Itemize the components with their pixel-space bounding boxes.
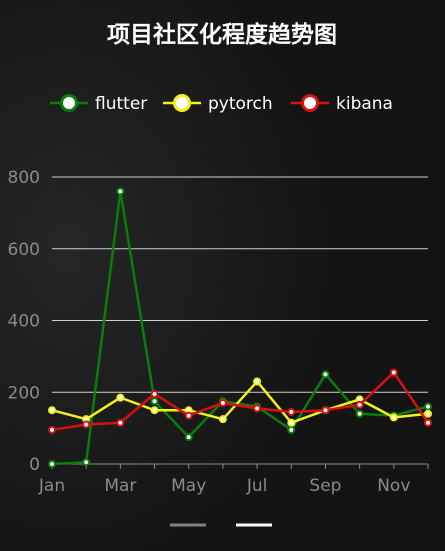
legend-marker — [173, 94, 191, 112]
x-tick-label: Sep — [309, 476, 341, 496]
data-point[interactable] — [48, 406, 56, 415]
data-point[interactable] — [424, 402, 432, 411]
y-tick-label: 400 — [8, 312, 40, 332]
legend-item-flutter[interactable]: flutter — [50, 94, 147, 114]
data-point[interactable] — [424, 409, 432, 418]
data-point[interactable] — [150, 397, 159, 406]
data-point[interactable] — [355, 400, 364, 409]
data-point[interactable] — [253, 377, 262, 386]
data-point[interactable] — [48, 425, 56, 434]
data-point[interactable] — [184, 411, 193, 420]
data-point[interactable] — [218, 415, 227, 424]
x-tick-label: May — [171, 476, 206, 496]
legend-item-kibana[interactable]: kibana — [291, 94, 393, 114]
legend-item-pytorch[interactable]: pytorch — [163, 94, 273, 114]
x-tick-label: Nov — [377, 476, 410, 496]
y-tick-label: 600 — [8, 240, 40, 260]
data-point[interactable] — [321, 406, 330, 415]
data-point[interactable] — [287, 407, 296, 416]
y-tick-label: 800 — [8, 168, 40, 188]
data-point[interactable] — [116, 393, 125, 402]
data-point[interactable] — [150, 390, 159, 399]
y-tick-label: 200 — [8, 383, 40, 403]
legend: flutter pytorch kibana — [50, 94, 393, 114]
data-point[interactable] — [82, 458, 91, 467]
grid-lines — [52, 176, 428, 393]
legend-label: pytorch — [208, 94, 273, 114]
data-point[interactable] — [355, 409, 364, 418]
legend-label: flutter — [95, 94, 147, 114]
data-point[interactable] — [218, 399, 227, 408]
series-line-pytorch — [51, 380, 429, 424]
series-layer — [48, 187, 432, 468]
y-tick-label: 0 — [29, 455, 40, 475]
data-point[interactable] — [389, 413, 398, 422]
data-point[interactable] — [116, 418, 125, 427]
series-line-flutter — [51, 190, 429, 466]
data-point[interactable] — [287, 425, 296, 434]
data-point[interactable] — [287, 418, 296, 427]
legend-label: kibana — [336, 94, 393, 114]
data-point[interactable] — [184, 433, 193, 442]
x-tick-label: Jul — [246, 476, 268, 496]
data-point[interactable] — [82, 420, 91, 429]
legend-marker — [60, 94, 78, 112]
x-tick-label: Jan — [38, 476, 65, 496]
data-point[interactable] — [48, 460, 56, 468]
data-point[interactable] — [424, 418, 432, 427]
x-tick-label: Mar — [104, 476, 136, 496]
data-point[interactable] — [321, 370, 330, 379]
data-point[interactable] — [389, 368, 398, 377]
data-point[interactable] — [150, 406, 159, 415]
series-line-kibana — [51, 371, 430, 432]
data-point[interactable] — [253, 404, 262, 413]
y-axis-tick-labels: 0 200 400 600 800 — [8, 168, 40, 475]
chart-title: 项目社区化程度趋势图 — [107, 21, 337, 48]
legend-marker — [301, 94, 319, 112]
series-kibana — [48, 368, 432, 434]
data-point[interactable] — [116, 187, 125, 196]
